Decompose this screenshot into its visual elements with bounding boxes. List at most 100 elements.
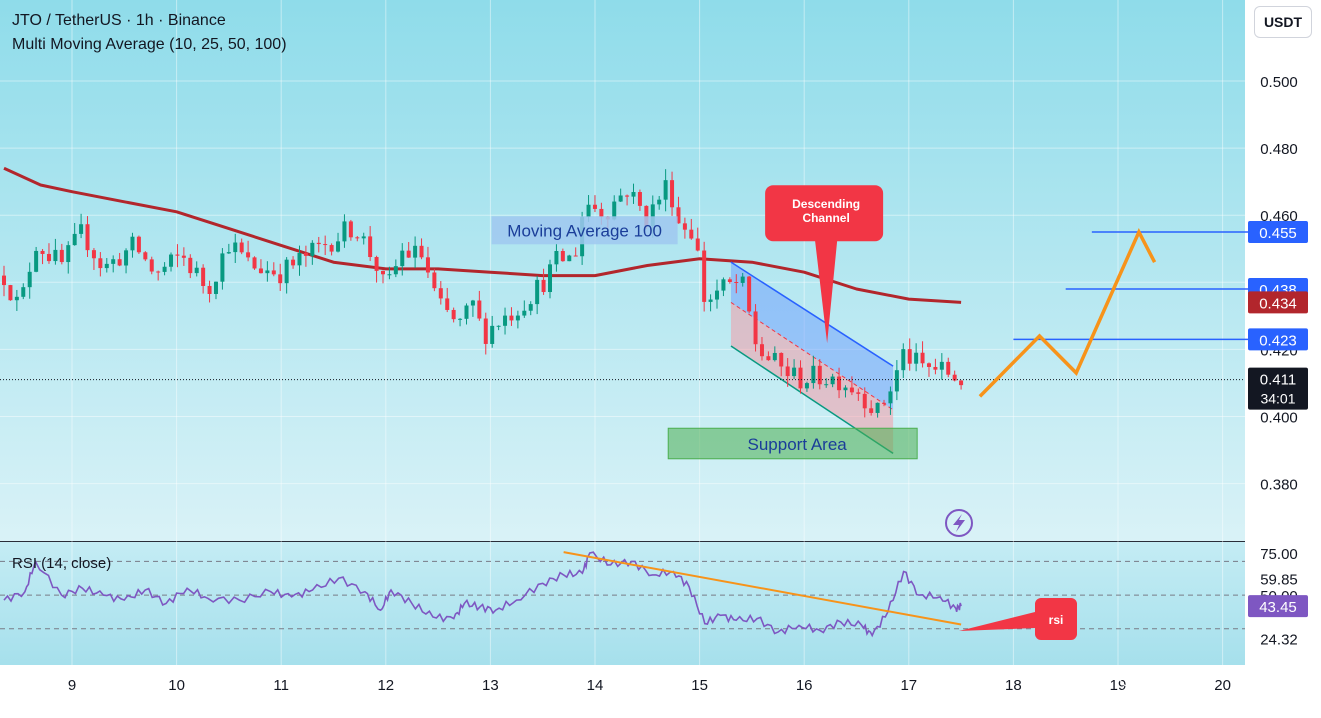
candle-body <box>91 250 96 259</box>
watermark: ◎ @ GK-ARONNO <box>1118 662 1231 718</box>
candle-body <box>419 245 424 258</box>
candle-body <box>220 253 225 282</box>
time-tick-label: 19 <box>1110 677 1127 694</box>
candle-body <box>239 242 244 253</box>
candle-body <box>483 318 488 344</box>
time-tick-label: 15 <box>691 677 708 694</box>
descending-channel-label-line1: Descending <box>792 197 860 211</box>
candle-body <box>136 236 141 253</box>
rsi-current-text: 43.45 <box>1259 599 1297 616</box>
candle-body <box>952 374 957 381</box>
candle-body <box>727 279 732 283</box>
time-tick-label: 17 <box>900 677 917 694</box>
candle-body <box>445 298 450 310</box>
candle-body <box>316 242 321 245</box>
candle-body <box>2 275 7 286</box>
candle-body <box>169 254 174 267</box>
time-tick-label: 12 <box>377 677 394 694</box>
candle-body <box>637 192 642 206</box>
candle-body <box>837 376 842 391</box>
candle-body <box>586 204 591 218</box>
candle-body <box>175 254 180 256</box>
candle-body <box>310 242 315 256</box>
candle-body <box>914 352 919 364</box>
descending-channel-label-line2: Channel <box>802 211 849 225</box>
candle-body <box>920 352 925 364</box>
candle-body <box>625 195 630 197</box>
candle-body <box>464 305 469 319</box>
candle-body <box>503 315 508 326</box>
rsi-trendline <box>563 551 962 626</box>
candle-body <box>355 237 360 239</box>
candle-body <box>490 325 495 344</box>
candle-body <box>670 180 675 208</box>
candle-body <box>374 257 379 271</box>
current-price-text: 0.411 <box>1260 372 1296 389</box>
candle-body <box>522 310 527 316</box>
candle-body <box>413 245 418 258</box>
candle-body <box>804 383 809 389</box>
candle-body <box>336 241 341 252</box>
candle-body <box>618 195 623 202</box>
candle-body <box>143 252 148 260</box>
candle-body <box>406 250 411 258</box>
candle-body <box>888 391 893 404</box>
indicator-legend[interactable]: Multi Moving Average (10, 25, 50, 100) <box>12 36 287 53</box>
candle-body <box>644 205 649 227</box>
support-area-label: Support Area <box>748 435 848 454</box>
candle-body <box>682 223 687 230</box>
candle-body <box>387 274 392 276</box>
candle-body <box>8 285 13 301</box>
candle-body <box>226 252 231 254</box>
candle-body <box>194 267 199 274</box>
price-label-box <box>1248 220 1308 243</box>
candle-body <box>811 365 816 384</box>
candle-body <box>676 207 681 224</box>
ma100-label: Moving Average 100 <box>507 221 662 240</box>
candle-body <box>329 245 334 252</box>
candle-body <box>792 367 797 377</box>
rsi-legend[interactable]: RSI (14, close) <box>12 555 112 572</box>
rsi-callout-label: rsi <box>1049 613 1064 627</box>
candle-body <box>361 236 366 239</box>
candle-body <box>14 296 19 301</box>
candle-body <box>721 279 726 291</box>
chart-symbol-title: JTO / TetherUS · 1h · Binance <box>12 12 226 29</box>
candle-body <box>380 270 385 275</box>
candle-body <box>342 221 347 242</box>
time-tick-label: 13 <box>482 677 499 694</box>
candle-body <box>875 402 880 413</box>
candle-body <box>432 272 437 289</box>
candle-body <box>291 259 296 266</box>
time-tick-label: 14 <box>587 677 604 694</box>
candle-body <box>869 408 874 413</box>
candle-body <box>894 370 899 392</box>
candle-body <box>470 300 475 306</box>
candle-body <box>856 392 861 394</box>
candle-body <box>882 402 887 404</box>
candle-body <box>560 251 565 262</box>
candle-body <box>246 252 251 258</box>
candle-body <box>509 315 514 321</box>
currency-button[interactable]: USDT <box>1254 6 1312 38</box>
candle-body <box>156 271 161 273</box>
channel-upper-line <box>730 261 894 367</box>
candle-body <box>271 270 276 275</box>
time-tick-label: 16 <box>796 677 813 694</box>
candle-body <box>181 255 186 258</box>
candle-body <box>252 257 257 269</box>
chart-root: Moving Average 100 Descending Channel Suppo… <box>0 0 1321 702</box>
rsi-tick-label: 75.00 <box>1260 546 1298 563</box>
candle-body <box>104 263 109 269</box>
candle-body <box>535 279 540 305</box>
price-tick-label: 0.380 <box>1260 477 1298 494</box>
candle-body <box>348 221 353 238</box>
ma100-label-box <box>491 216 678 245</box>
price-tick-label: 0.480 <box>1260 141 1298 158</box>
price-tick-label: 0.500 <box>1260 74 1298 91</box>
candle-body <box>541 279 546 293</box>
candle-body <box>425 257 430 273</box>
candle-body <box>785 366 790 377</box>
candle-body <box>207 285 212 294</box>
